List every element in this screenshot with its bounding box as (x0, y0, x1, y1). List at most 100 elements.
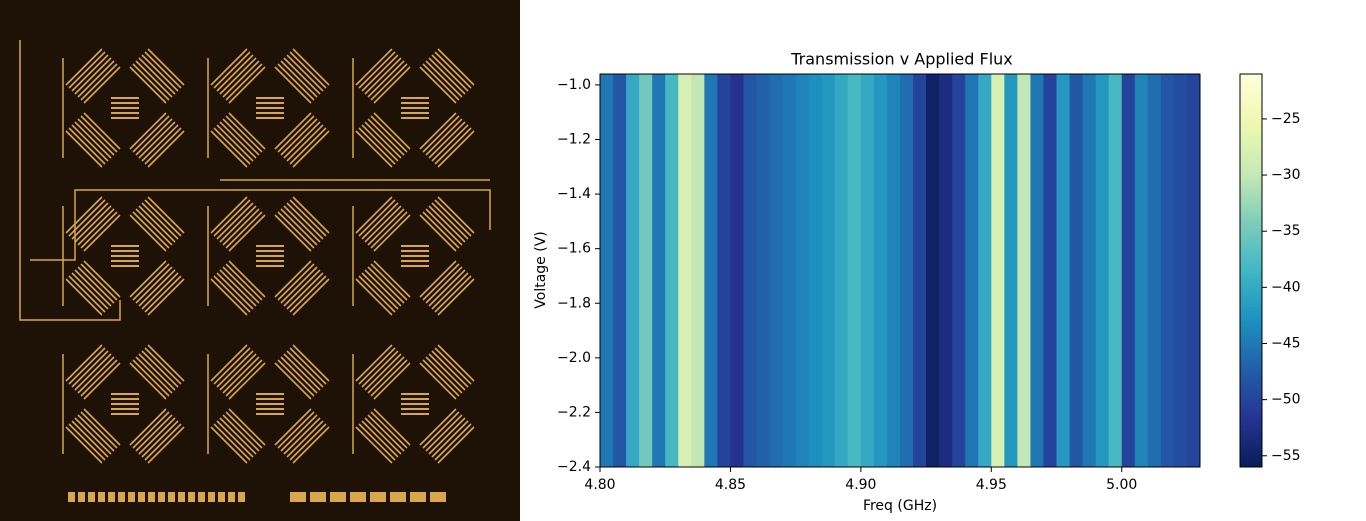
chip-meander (71, 350, 109, 388)
chip-meander (77, 356, 115, 394)
colorbar-tick-label: −35 (1271, 223, 1301, 239)
heatmap-cell (1147, 74, 1162, 467)
chip-meander (373, 214, 411, 252)
chip-meander (65, 130, 103, 168)
colorbar-step (1240, 336, 1262, 340)
chip-meander (228, 214, 266, 252)
chip-meander (361, 272, 399, 310)
colorbar-step (1240, 362, 1262, 366)
chip-meander (222, 356, 260, 394)
x-tick-label: 5.00 (1106, 477, 1137, 493)
chip-pad (138, 492, 145, 502)
chip-meander (358, 275, 396, 313)
chip-meander (144, 127, 182, 165)
chip-meander (289, 51, 327, 89)
colorbar-step (1240, 159, 1262, 163)
chip-meander (210, 196, 248, 234)
colorbar-step (1240, 349, 1262, 353)
colorbar-step (1240, 408, 1262, 412)
chip-pad (390, 492, 406, 502)
chip-trace (19, 40, 491, 321)
heatmap-cell (717, 74, 731, 467)
colorbar-step (1240, 430, 1262, 435)
chip-meander (289, 127, 327, 165)
colorbar-step (1240, 77, 1262, 82)
colorbar-step (1240, 260, 1262, 265)
chip-meander (71, 202, 109, 240)
chip-meander (147, 130, 185, 168)
colorbar-step (1240, 129, 1262, 134)
colorbar-step (1240, 322, 1262, 327)
colorbar-step (1240, 116, 1262, 121)
chip-meander (132, 263, 170, 301)
chip-pad (88, 492, 95, 502)
chip-meander (80, 359, 118, 397)
colorbar-step (1240, 283, 1262, 288)
chip-meander (219, 417, 257, 455)
chip-meander (74, 353, 112, 391)
y-tick-label: −1.4 (557, 186, 591, 202)
colorbar-step (1240, 434, 1262, 439)
chip-meander (367, 266, 405, 304)
chip-meander (147, 278, 185, 316)
colorbar-step (1240, 437, 1262, 442)
chip-meander (141, 202, 179, 240)
chip-meander (210, 344, 248, 382)
chip-meander (65, 196, 103, 234)
chip-meander (425, 118, 463, 156)
chip-meander (437, 344, 475, 382)
chip-meander (370, 63, 408, 101)
chip-meander (68, 347, 106, 385)
chip-pad (158, 492, 165, 502)
chip-meander (77, 266, 115, 304)
chip-meander (425, 208, 463, 246)
chip-meander (437, 130, 475, 168)
chip-meander (422, 63, 460, 101)
colorbar-step (1240, 178, 1262, 183)
chip-meander (358, 347, 396, 385)
chip-meander (277, 359, 315, 397)
chip-pad (168, 492, 175, 502)
chip-pad (290, 492, 306, 502)
chip-pad (128, 492, 135, 502)
chip-meander (68, 127, 106, 165)
chip-meander (68, 51, 106, 89)
chip-meander (80, 263, 118, 301)
heatmap-cell (1017, 74, 1031, 467)
chip-meander (358, 127, 396, 165)
chip-meander (367, 208, 405, 246)
colorbar-step (1240, 126, 1262, 131)
chip-meander (274, 260, 312, 298)
chip-meander (431, 272, 469, 310)
chip-meander (364, 205, 402, 243)
chip-meander (286, 202, 324, 240)
heatmap-cell (1186, 74, 1201, 467)
chip-meander (431, 124, 469, 162)
chip-meander (361, 124, 399, 162)
plot-frame (599, 73, 1201, 468)
heatmap-cell (834, 74, 849, 467)
chip-meander (286, 54, 324, 92)
chip-meander (147, 426, 185, 464)
colorbar-step (1240, 293, 1262, 298)
chip-meander (132, 411, 170, 449)
heatmap-cell (639, 74, 653, 467)
heatmap-cell (782, 74, 797, 467)
colorbar-tick-label: −40 (1271, 279, 1301, 295)
chip-meander (419, 408, 457, 446)
chip-meander (292, 344, 330, 382)
chip-meander (228, 112, 266, 150)
chip-meander (138, 205, 176, 243)
heatmap-cell (821, 74, 836, 467)
chip-meander (277, 211, 315, 249)
heatmap-cell (873, 74, 888, 467)
heatmap-cell (847, 74, 862, 467)
chip-meander (71, 420, 109, 458)
y-tick-label: −1.0 (557, 77, 591, 93)
chip-meander (225, 359, 263, 397)
chip-meander (144, 199, 182, 237)
colorbar-step (1240, 385, 1262, 389)
chip-meander (289, 423, 327, 461)
chip-meander (65, 426, 103, 464)
